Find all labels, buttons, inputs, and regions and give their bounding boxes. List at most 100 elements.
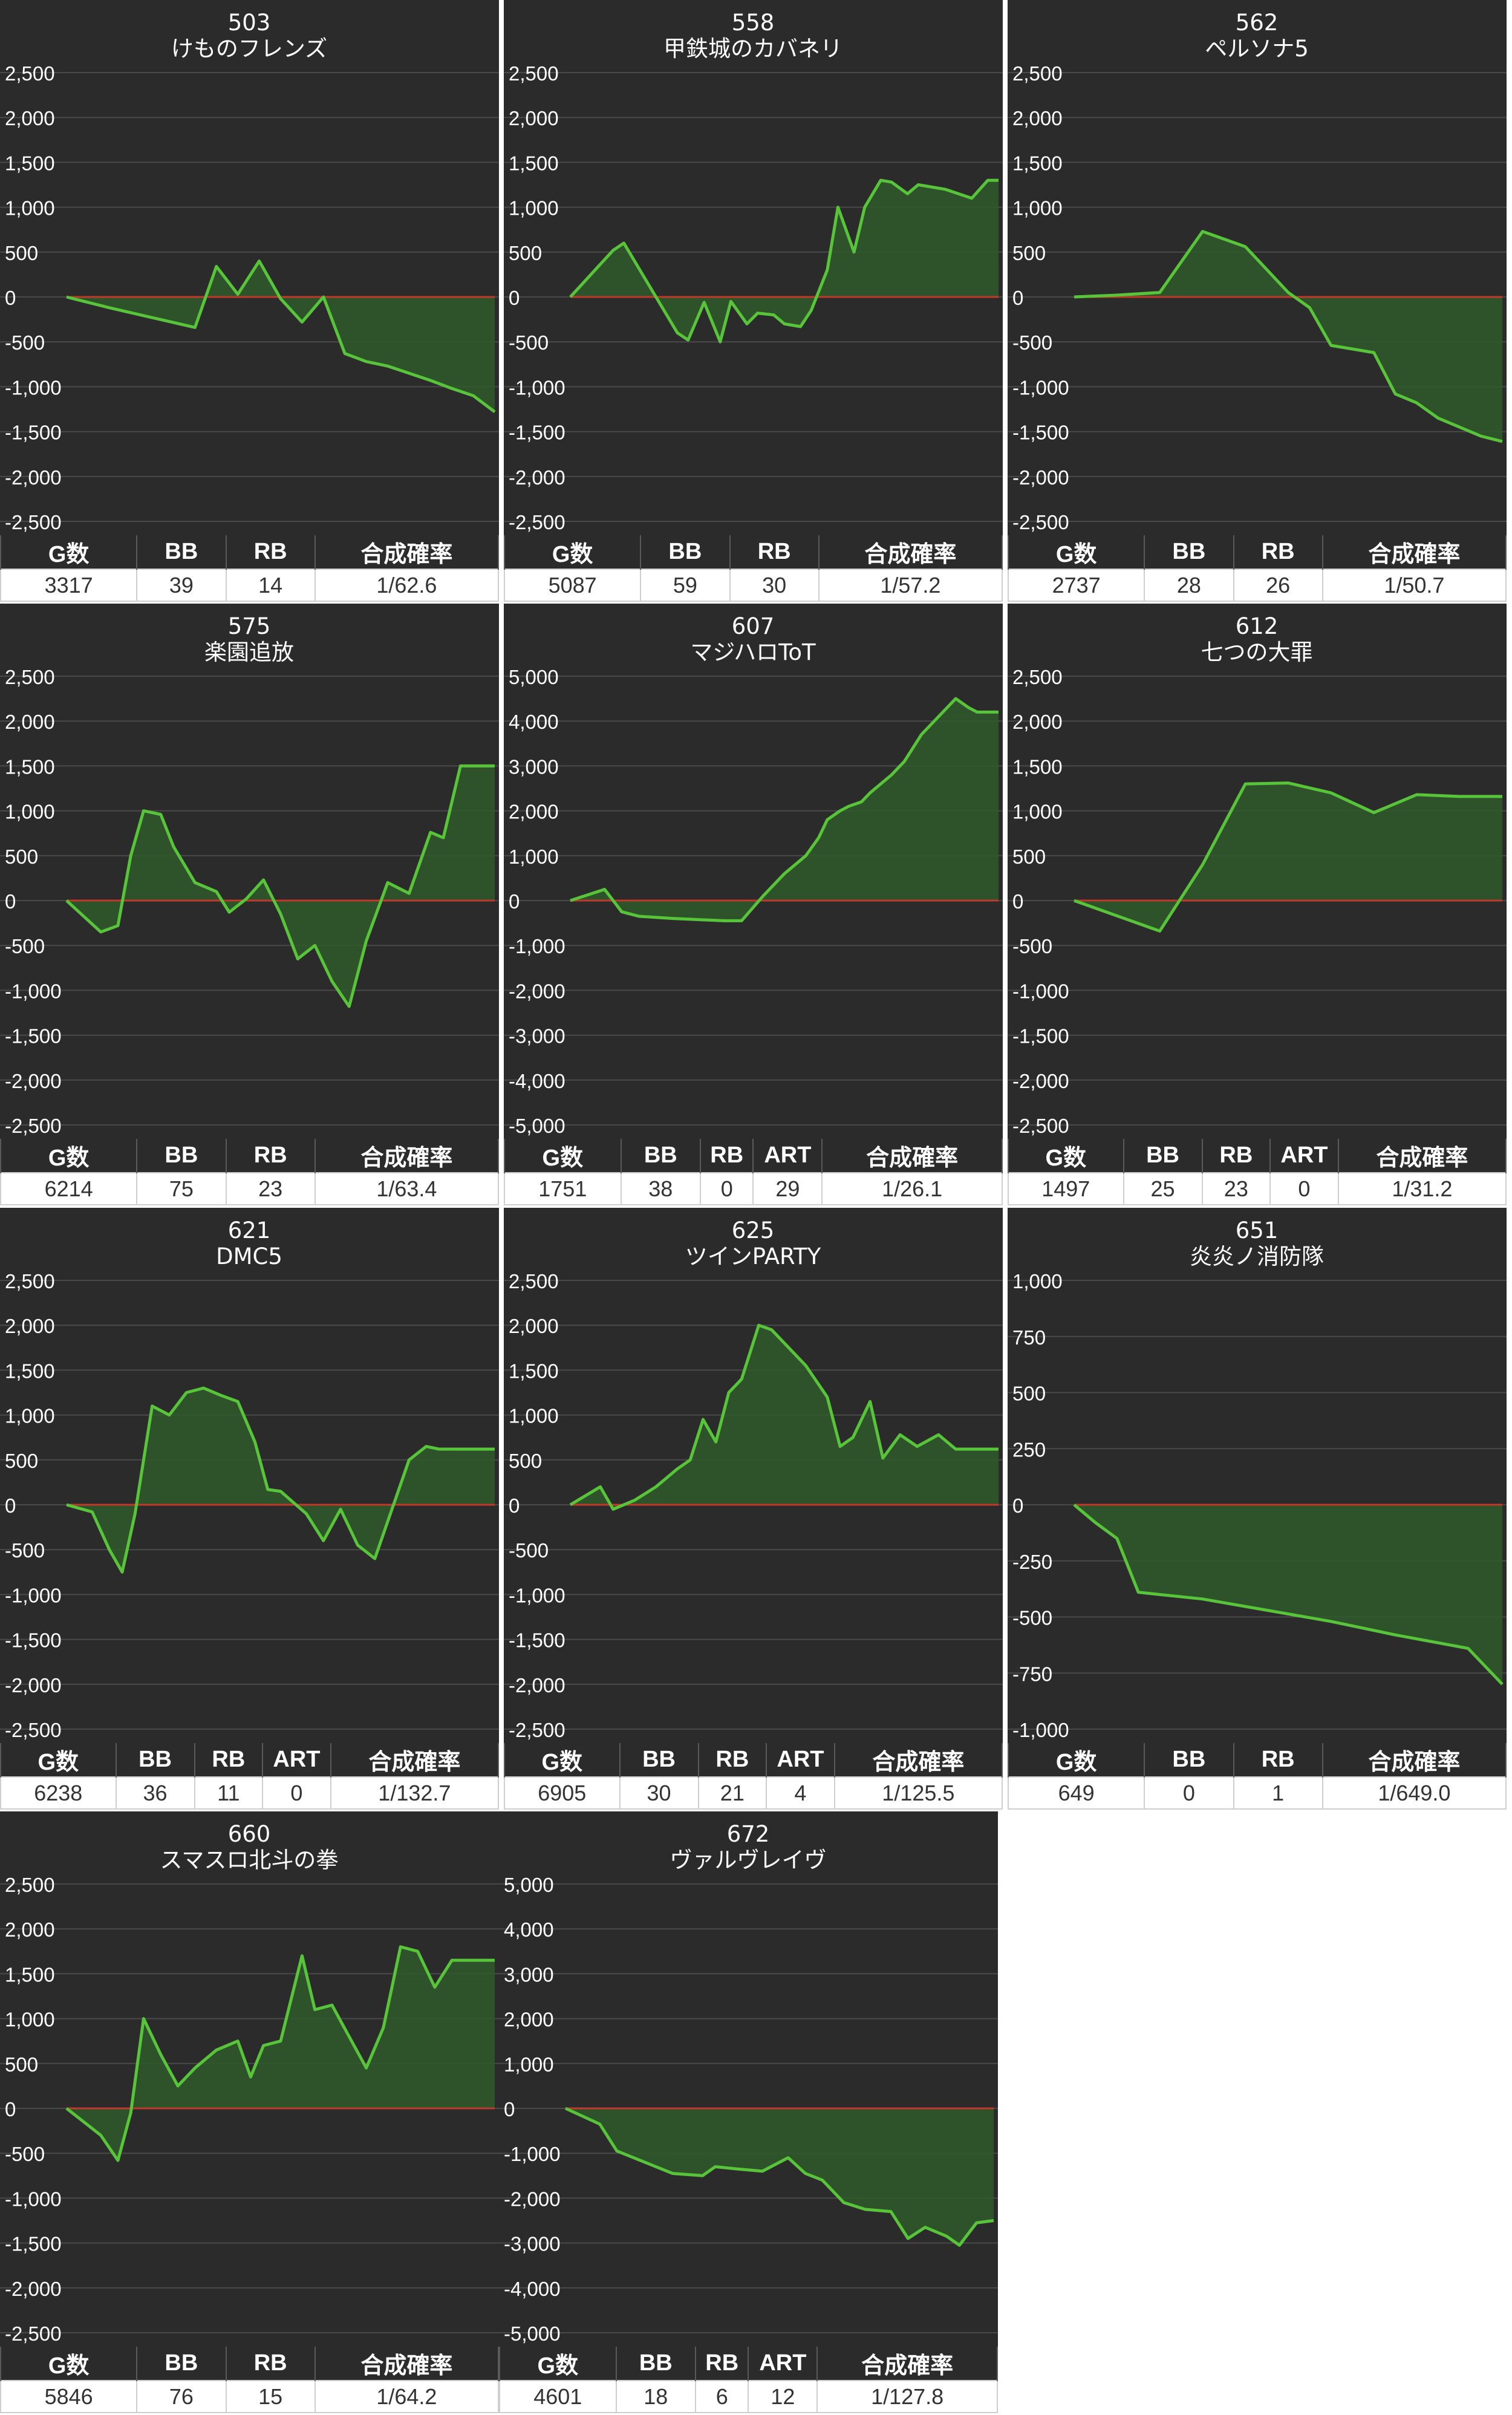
machine-card: 660 スマスロ北斗の拳 2,500 2,000 1,500 1,000 500 0 -500 -… — [0, 1811, 500, 2413]
data-point — [1245, 246, 1246, 247]
data-point — [1330, 345, 1332, 347]
stats-value: 39 — [136, 569, 227, 602]
chart-title: 楽園追放 — [204, 639, 294, 665]
y-tick-label: 2,000 — [509, 107, 559, 129]
stats-header: ART — [1269, 1139, 1339, 1173]
data-point — [143, 810, 145, 812]
data-point — [757, 312, 758, 314]
data-point — [365, 940, 367, 942]
y-tick-label: 0 — [5, 890, 16, 913]
data-point — [1467, 1647, 1469, 1649]
y-tick-label: -1,000 — [5, 376, 62, 399]
y-tick-label: -1,500 — [509, 422, 565, 444]
data-point — [826, 1396, 828, 1398]
stats-header: RB — [1201, 1139, 1271, 1173]
data-point — [821, 2179, 823, 2181]
y-tick-label: -2,000 — [1012, 1070, 1069, 1092]
series-line — [1074, 230, 1503, 443]
data-point — [890, 2211, 892, 2212]
data-point — [66, 1504, 68, 1506]
stats-value: 18 — [615, 2380, 696, 2413]
stats-value: 6905 — [504, 1776, 621, 1810]
stats-value: 0 — [699, 1172, 754, 1205]
data-point — [194, 327, 196, 328]
y-tick-label: -1,500 — [1012, 422, 1069, 444]
data-point — [570, 1504, 572, 1506]
data-point — [1116, 1537, 1118, 1539]
data-point — [944, 188, 946, 190]
stats-value: 5087 — [503, 569, 642, 602]
series-line — [65, 1945, 495, 2162]
stats-header: 合成確率 — [330, 1743, 500, 1777]
data-point — [899, 1434, 901, 1436]
data-point — [702, 2175, 703, 2177]
series-line — [65, 764, 495, 1008]
y-tick-label: 1,500 — [1012, 755, 1063, 778]
data-point — [250, 2076, 252, 2078]
stats-value: 75 — [136, 1172, 227, 1205]
y-tick-label: 4,000 — [509, 711, 559, 733]
stats-header: 合成確率 — [314, 535, 500, 569]
stats-value: 0 — [1144, 1776, 1234, 1810]
y-tick-label: -2,000 — [5, 1070, 62, 1092]
data-point — [677, 1468, 679, 1470]
y-tick-label: -500 — [5, 2143, 45, 2165]
y-tick-label: 1,000 — [509, 846, 559, 868]
data-point — [177, 2085, 179, 2087]
chart-panel: 503 けものフレンズ 2,500 2,000 1,500 1,000 500 0 -500 -1… — [0, 0, 499, 535]
y-tick-label: -2,500 — [509, 1719, 565, 1741]
data-point — [773, 314, 775, 316]
data-point — [91, 1511, 93, 1513]
data-point — [638, 915, 640, 917]
stats-header: RB — [1233, 535, 1323, 569]
stats-value: 1/63.4 — [314, 1172, 500, 1205]
data-point — [215, 266, 217, 267]
data-point — [904, 760, 905, 762]
y-tick-label: 1,500 — [5, 1360, 55, 1382]
y-tick-label: 5,000 — [504, 1874, 554, 1896]
data-point — [468, 1960, 470, 1961]
data-point — [438, 1448, 440, 1450]
series-area — [570, 1325, 999, 1510]
chart-panel: 660 スマスロ北斗の拳 2,500 2,000 1,500 1,000 500 0 -500 -… — [0, 1811, 499, 2347]
y-tick-label: 500 — [5, 242, 38, 264]
data-point — [494, 411, 496, 412]
data-point — [1373, 352, 1375, 354]
y-tick-label: -2,500 — [509, 511, 565, 533]
data-point — [869, 1401, 871, 1403]
chart-title: マジハロToT — [690, 639, 816, 665]
series-line — [1073, 1504, 1504, 1686]
data-point — [784, 1342, 786, 1344]
y-tick-label: 0 — [509, 890, 520, 913]
y-tick-label: -1,000 — [1012, 980, 1069, 1002]
data-point — [771, 1329, 772, 1331]
series-area — [1074, 783, 1502, 931]
machine-card: 651 炎炎ノ消防隊 1,000 750 500 250 0 -250 -500 -750 -1,0… — [1007, 1208, 1507, 1810]
y-tick-label: -1,000 — [509, 935, 565, 957]
data-point — [1266, 1609, 1268, 1611]
data-point — [1288, 292, 1289, 293]
y-tick-label: -1,500 — [5, 2233, 62, 2255]
stats-header: RB — [225, 535, 316, 569]
data-point — [1138, 1591, 1139, 1593]
y-tick-label: 0 — [509, 1494, 520, 1517]
data-point — [1373, 812, 1375, 813]
data-point — [1330, 792, 1332, 794]
y-tick-label: -1,000 — [504, 2143, 561, 2165]
stats-header: BB — [619, 1743, 699, 1777]
data-point — [565, 2108, 567, 2110]
stats-header: RB — [699, 1139, 754, 1173]
data-point — [1095, 1522, 1097, 1524]
y-tick-label: 2,000 — [5, 1918, 55, 1941]
data-point — [314, 945, 316, 947]
data-point — [425, 1445, 427, 1447]
data-point — [800, 325, 801, 327]
data-point — [408, 893, 410, 895]
data-point — [853, 251, 855, 253]
y-tick-label: -2,500 — [5, 1115, 62, 1137]
data-point — [1502, 440, 1504, 442]
y-tick-label: 3,000 — [504, 1963, 554, 1986]
y-tick-label: 2,500 — [5, 1874, 55, 1896]
data-point — [66, 900, 68, 902]
data-point — [864, 206, 865, 208]
